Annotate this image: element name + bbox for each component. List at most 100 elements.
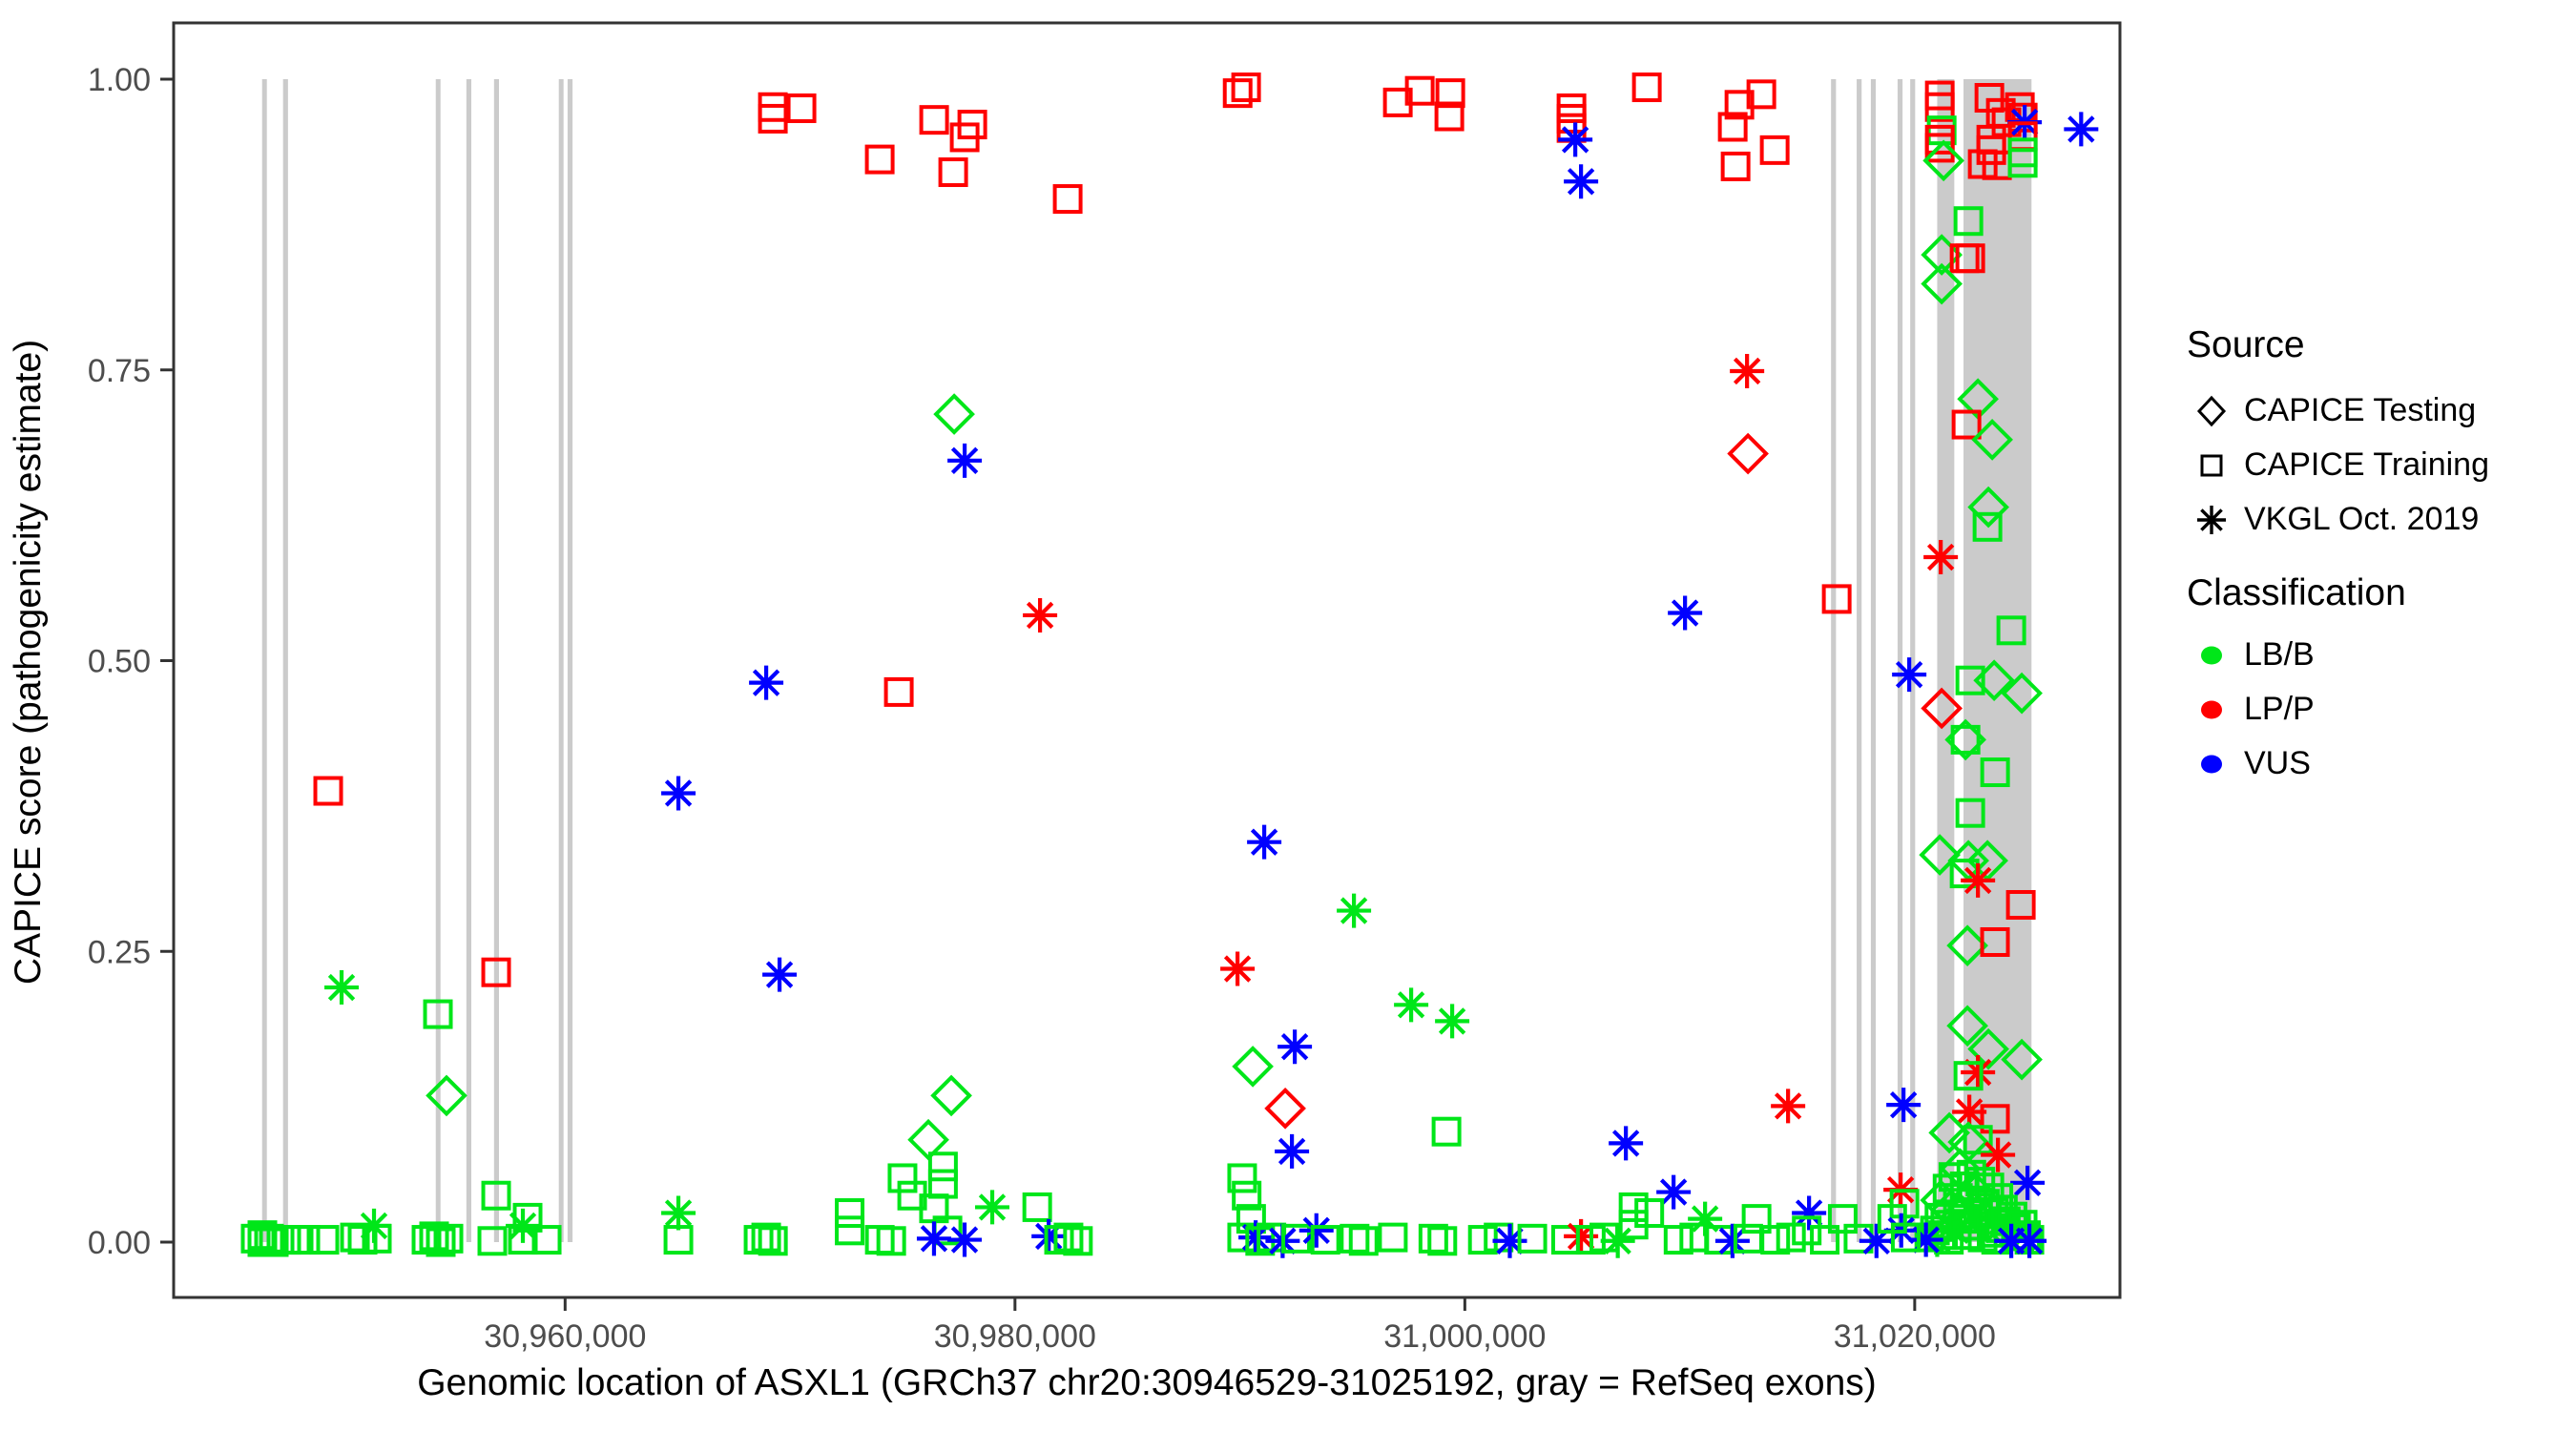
data-point-asterisk bbox=[1892, 657, 1927, 693]
legend-source-title: Source bbox=[2187, 324, 2305, 365]
refseq-exon-band bbox=[435, 79, 441, 1242]
data-point-square bbox=[1890, 1222, 1921, 1253]
legend-item-capice-training: CAPICE Training bbox=[2187, 438, 2489, 492]
data-point-square bbox=[1418, 1223, 1448, 1254]
data-point-asterisk bbox=[1600, 1223, 1635, 1258]
data-point-asterisk bbox=[1220, 951, 1256, 986]
data-point-diamond bbox=[1973, 659, 2015, 702]
data-point-asterisk bbox=[975, 1190, 1010, 1225]
data-point-square bbox=[1741, 1204, 1772, 1234]
data-point-square bbox=[1232, 1180, 1262, 1211]
legend-item-label: VKGL Oct. 2019 bbox=[2244, 501, 2480, 537]
refseq-exon-bands bbox=[261, 79, 2032, 1242]
data-point-asterisk bbox=[1771, 1089, 1806, 1124]
data-point-square bbox=[2005, 889, 2036, 920]
data-point-square bbox=[1631, 73, 1662, 103]
data-point-square bbox=[1955, 798, 1985, 828]
data-point-asterisk bbox=[1656, 1174, 1692, 1210]
data-point-diamond bbox=[1967, 1027, 2009, 1070]
refseq-exon-band bbox=[1870, 79, 1877, 1242]
data-point-diamond bbox=[1928, 1111, 1970, 1154]
data-point-diamond bbox=[1921, 234, 1963, 276]
refseq-exon-band bbox=[1897, 79, 1903, 1242]
data-point-square bbox=[883, 676, 914, 707]
data-point-asterisk bbox=[1558, 122, 1593, 157]
data-point-diamond bbox=[1727, 432, 1769, 475]
data-point-diamond bbox=[1919, 834, 1961, 876]
data-point-diamond bbox=[1264, 1087, 1306, 1130]
data-point-square bbox=[1434, 101, 1465, 132]
data-point-square bbox=[1924, 133, 1955, 163]
y-tick-label: 0.75 bbox=[88, 353, 151, 389]
data-point-diamond bbox=[1955, 1172, 1997, 1214]
data-point-square bbox=[1955, 243, 1985, 274]
data-point-square bbox=[1431, 1116, 1462, 1147]
x-tick-label: 31,020,000 bbox=[1834, 1318, 1996, 1355]
data-point-asterisk bbox=[506, 1208, 541, 1243]
legend-classification-title: Classification bbox=[2187, 572, 2406, 613]
red-dot-icon bbox=[2187, 689, 2236, 731]
y-tick-label: 0.25 bbox=[88, 934, 151, 970]
data-point-square bbox=[864, 144, 895, 175]
x-axis-title: Genomic location of ASXL1 (GRCh37 chr20:… bbox=[417, 1362, 1877, 1403]
data-point-asterisk bbox=[916, 1221, 951, 1256]
data-point-square bbox=[1963, 1125, 1993, 1155]
data-point-diamond bbox=[930, 1074, 972, 1117]
refseq-exon-band bbox=[558, 79, 564, 1242]
legend-item-label: LP/P bbox=[2244, 691, 2315, 727]
data-point-square bbox=[1821, 584, 1852, 614]
data-point-square bbox=[835, 1198, 865, 1229]
data-point-asterisk bbox=[324, 970, 360, 1006]
data-point-diamond bbox=[1921, 687, 1963, 730]
data-point-asterisk bbox=[947, 1222, 983, 1257]
data-point-diamond bbox=[1946, 924, 1988, 966]
legend-classification: Classification LB/B LP/P VUS bbox=[2187, 572, 2406, 791]
data-point-asterisk bbox=[1952, 1094, 1987, 1130]
data-point-diamond bbox=[1946, 1005, 1988, 1047]
data-point-square bbox=[313, 776, 343, 806]
data-point-square bbox=[481, 957, 511, 987]
data-point-asterisk bbox=[1031, 1218, 1067, 1254]
refseq-exon-band bbox=[1857, 79, 1862, 1242]
data-point-square bbox=[423, 999, 453, 1029]
data-point-square bbox=[1980, 1104, 2010, 1134]
data-point-asterisk bbox=[1730, 353, 1765, 388]
data-point-square bbox=[362, 1223, 392, 1254]
data-point-asterisk bbox=[1278, 1029, 1313, 1065]
data-point-square bbox=[835, 1215, 865, 1246]
data-point-square bbox=[1435, 78, 1465, 109]
data-point-square bbox=[1924, 92, 1955, 122]
legend-item-lbb: LB/B bbox=[2187, 628, 2406, 682]
data-point-square bbox=[1348, 1226, 1379, 1256]
data-point-square bbox=[1404, 75, 1435, 106]
data-point-square bbox=[1953, 1061, 1984, 1091]
legend-item-vkgl: VKGL Oct. 2019 bbox=[2187, 492, 2489, 547]
data-point-square bbox=[531, 1225, 562, 1255]
y-tick-label: 0.50 bbox=[88, 644, 151, 680]
data-point-diamond bbox=[1922, 139, 1964, 182]
data-point-asterisk bbox=[1688, 1201, 1723, 1236]
diamond-icon bbox=[2187, 390, 2236, 432]
data-point-asterisk bbox=[1923, 540, 1959, 575]
data-point-square bbox=[1759, 135, 1790, 165]
data-point-asterisk bbox=[661, 1195, 696, 1231]
data-point-square bbox=[1022, 1192, 1052, 1222]
axis-ticks-layer: 30,960,000 30,980,000 31,000,000 31,020,000… bbox=[88, 62, 1996, 1355]
data-point-asterisk bbox=[947, 443, 983, 478]
data-point-square bbox=[1517, 1223, 1548, 1254]
data-point-square bbox=[758, 1226, 788, 1256]
data-point-square bbox=[1231, 73, 1261, 103]
data-point-asterisk bbox=[661, 776, 696, 811]
data-point-asterisk bbox=[1609, 1126, 1644, 1161]
legend-item-label: VUS bbox=[2244, 745, 2311, 781]
data-point-diamond bbox=[1971, 419, 2013, 461]
data-point-square bbox=[1950, 724, 1981, 755]
data-point-asterisk bbox=[1492, 1223, 1527, 1258]
data-point-square bbox=[1746, 79, 1776, 110]
data-point-diamond bbox=[426, 1074, 467, 1117]
data-point-asterisk bbox=[1859, 1223, 1894, 1258]
data-point-asterisk bbox=[2010, 1165, 2046, 1200]
data-point-square bbox=[1980, 757, 2010, 788]
data-point-square bbox=[927, 1151, 958, 1182]
data-point-square bbox=[309, 1225, 340, 1255]
